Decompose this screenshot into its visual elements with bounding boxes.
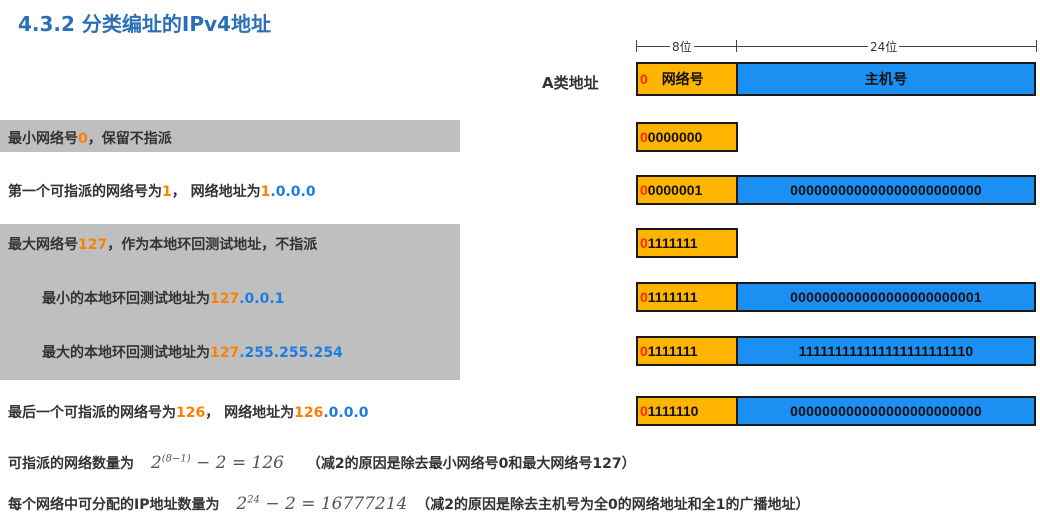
ruler-host-bits: 24位 <box>868 38 900 55</box>
page-title: 4.3.2 分类编址的IPv4地址 <box>18 12 271 36</box>
header-net-box: 0 网络号 <box>636 62 738 96</box>
row-text: 最后一个可指派的网络号为126， 网络地址为126.0.0.0 <box>8 405 369 421</box>
host-bits-box: 111111111111111111111110 <box>736 336 1036 366</box>
header-host-box: 主机号 <box>736 62 1036 96</box>
row-text: 最小的本地环回测试地址为127.0.0.1 <box>42 291 285 307</box>
ruler-tick <box>1036 40 1037 52</box>
row-text: 最大的本地环回测试地址为127.255.255.254 <box>42 345 343 361</box>
lead-bit: 0 <box>640 71 648 87</box>
formula-network-count: 可指派的网络数量为 2(8−1) − 2 = 126 （减2的原因是除去最小网络… <box>8 453 636 473</box>
row-text: 最小网络号0，保留不指派 <box>8 131 172 147</box>
host-label: 主机号 <box>864 71 908 87</box>
highlight-band <box>0 224 460 380</box>
row-text: 最大网络号127，作为本地环回测试地址，不指派 <box>8 237 318 253</box>
net-bits-box: 01111111 <box>636 282 738 312</box>
highlight-band <box>0 120 460 152</box>
net-bits-box: 01111111 <box>636 228 738 258</box>
class-a-label: A类地址 <box>542 74 599 92</box>
net-bits-box: 00000001 <box>636 175 738 205</box>
ruler-net-bits: 8位 <box>670 38 694 55</box>
net-bits-box: 00000000 <box>636 122 738 152</box>
host-bits-box: 000000000000000000000001 <box>736 282 1036 312</box>
ruler-line <box>636 46 1036 47</box>
row-text: 第一个可指派的网络号为1， 网络地址为1.0.0.0 <box>8 184 316 200</box>
host-bits-box: 000000000000000000000000 <box>736 396 1036 426</box>
formula-host-count: 每个网络中可分配的IP地址数量为 224 − 2 = 16777214 （减2的… <box>8 494 810 514</box>
net-label: 网络号 <box>661 71 704 87</box>
net-bits-box: 01111110 <box>636 396 738 426</box>
net-bits-box: 01111111 <box>636 336 738 366</box>
host-bits-box: 000000000000000000000000 <box>736 175 1036 205</box>
